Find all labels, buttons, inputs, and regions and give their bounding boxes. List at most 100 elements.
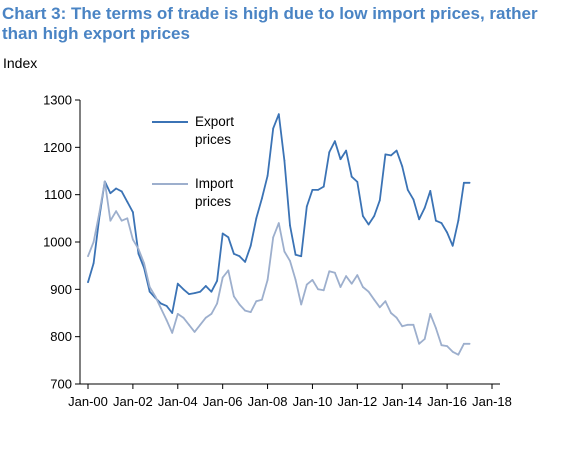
import-prices-point	[204, 316, 207, 319]
x-ticks: Jan-00 Jan-02 Jan-04 Jan-06 Jan-08 Jan-10 Jan-…	[68, 384, 512, 409]
import-prices-point	[463, 342, 465, 345]
export-prices-point	[446, 231, 448, 234]
import-prices-point	[334, 271, 336, 274]
import-prices-point	[154, 295, 157, 298]
import-prices-point	[87, 255, 89, 258]
import-prices-point	[440, 344, 443, 347]
export-prices-point	[176, 282, 179, 285]
import-prices-point	[160, 307, 162, 310]
export-prices-point	[350, 175, 353, 178]
export-prices-point	[193, 292, 196, 294]
import-prices-point	[328, 270, 331, 273]
import-prices-point	[289, 260, 291, 262]
export-prices-point	[463, 181, 465, 184]
export-prices-point	[272, 127, 275, 130]
import-prices-point	[210, 313, 213, 315]
y-tick-label: 900	[50, 282, 72, 297]
import-prices-point	[132, 238, 134, 241]
export-prices-point	[132, 211, 134, 214]
x-tick-label: Jan-00	[68, 394, 108, 409]
import-prices-point	[418, 342, 420, 345]
x-tick-label: Jan-10	[293, 394, 333, 409]
export-prices-point	[238, 255, 241, 258]
export-prices-point	[227, 236, 230, 239]
export-prices-point	[188, 293, 190, 295]
export-prices-point	[328, 151, 331, 154]
import-prices-point	[457, 353, 460, 356]
import-prices-point	[137, 248, 140, 251]
import-prices-point	[109, 219, 112, 222]
x-tick-label: Jan-08	[248, 394, 288, 409]
import-prices-point	[199, 323, 202, 326]
export-prices-point	[468, 181, 471, 184]
x-tick-label: Jan-18	[472, 394, 512, 409]
export-prices-point	[277, 113, 280, 116]
export-prices-point	[339, 158, 342, 161]
export-prices-point	[109, 192, 112, 195]
export-prices-point	[171, 312, 174, 314]
y-tick-label: 700	[50, 377, 72, 392]
export-prices-point	[362, 215, 364, 217]
import-prices-point	[171, 332, 174, 334]
x-tick-label: Jan-06	[203, 394, 243, 409]
x-tick-label: Jan-04	[158, 394, 198, 409]
y-tick-label: 800	[50, 329, 72, 344]
import-prices-point	[120, 219, 123, 222]
import-prices-point	[350, 282, 353, 285]
export-prices-point	[390, 154, 392, 157]
export-prices-point	[137, 252, 140, 255]
import-prices-point	[373, 298, 376, 301]
import-prices-point	[227, 269, 230, 272]
import-prices-point	[401, 325, 404, 328]
export-prices-point	[289, 224, 291, 227]
import-prices-point	[435, 327, 437, 329]
export-prices-point	[261, 197, 263, 200]
export-prices-point	[244, 261, 247, 263]
import-prices-point	[238, 303, 241, 306]
export-prices-point	[216, 279, 219, 282]
import-prices-point	[261, 298, 263, 301]
import-prices-point	[412, 323, 415, 326]
import-prices-point	[103, 180, 106, 183]
export-prices-point	[406, 189, 409, 191]
export-prices-point	[401, 165, 404, 168]
export-prices-point	[305, 205, 308, 208]
import-prices-point	[367, 290, 370, 293]
import-prices-point	[126, 217, 129, 220]
import-prices-point	[92, 241, 95, 243]
import-prices-point	[345, 275, 347, 277]
export-prices-point	[451, 244, 454, 247]
import-prices-point	[115, 210, 117, 213]
import-prices-point	[468, 342, 471, 345]
import-prices-point	[423, 338, 426, 340]
export-prices-line	[87, 113, 470, 314]
chart-title: Chart 3: The terms of trade is high due …	[2, 4, 538, 43]
import-prices-point	[176, 313, 179, 315]
export-prices-point	[92, 262, 95, 265]
export-prices-point	[294, 253, 297, 256]
import-prices-point	[272, 236, 275, 239]
import-prices-point	[266, 279, 269, 281]
import-prices-point	[148, 286, 151, 288]
export-prices-point	[356, 181, 359, 183]
export-prices-point	[317, 189, 319, 191]
export-prices-point	[457, 219, 460, 222]
export-prices-point	[204, 285, 207, 287]
export-prices-point	[165, 305, 168, 307]
y-axis-label: Index	[3, 55, 38, 71]
import-prices-point	[311, 279, 314, 281]
import-prices-point	[98, 212, 101, 215]
import-prices-point	[221, 276, 224, 279]
import-prices-point	[300, 303, 303, 306]
export-prices-point	[221, 232, 224, 235]
x-tick-label: Jan-16	[427, 394, 467, 409]
x-tick-label: Jan-12	[337, 394, 377, 409]
import-prices-point	[406, 323, 409, 326]
export-prices-point	[429, 190, 432, 192]
export-prices-point	[87, 281, 89, 284]
import-prices-point	[339, 286, 342, 288]
import-prices-point	[395, 316, 398, 319]
y-tick-label: 1000	[43, 235, 72, 250]
import-prices-legend-label: Import	[195, 176, 234, 191]
